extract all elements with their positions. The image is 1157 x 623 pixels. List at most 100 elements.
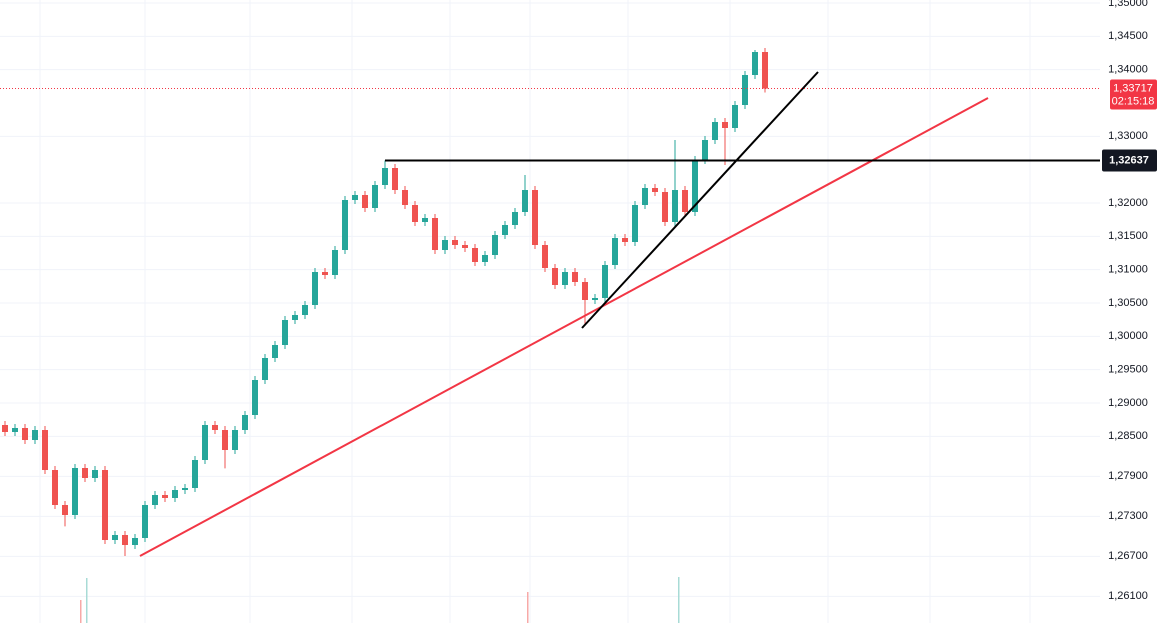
candle-body — [222, 430, 228, 450]
candle-body — [482, 255, 488, 262]
candle-body — [762, 52, 768, 89]
candle-body — [432, 218, 438, 250]
y-tick-label: 1,32000 — [1108, 197, 1148, 209]
grid — [0, 2, 1100, 597]
y-tick-label: 1,30500 — [1108, 297, 1148, 309]
candle-body — [122, 535, 128, 545]
y-tick-label: 1,29000 — [1108, 397, 1148, 409]
candle-body — [212, 425, 218, 430]
candle-body — [392, 168, 398, 190]
candle-body — [702, 140, 708, 160]
candle-body — [372, 185, 378, 208]
candle-body — [602, 265, 608, 298]
y-tick-label: 1,34000 — [1108, 64, 1148, 76]
y-tick-label: 1,27300 — [1108, 510, 1148, 522]
candle-body — [662, 192, 668, 222]
candle-body — [572, 272, 578, 282]
candle-body — [42, 430, 48, 470]
volume — [80, 577, 680, 623]
candle-body — [542, 245, 548, 268]
candle-body — [422, 218, 428, 222]
candle-body — [282, 320, 288, 345]
candle-body — [312, 272, 318, 305]
candle-body — [672, 190, 678, 222]
axis-labels: 1,35000 1,34500 1,34000 1,33000 1,32000 1,315… — [1102, 0, 1157, 602]
last-price-label: 1,33717 — [1113, 82, 1153, 94]
candle-body — [322, 272, 328, 275]
candle-body — [92, 470, 98, 478]
candle-body — [742, 75, 748, 105]
volume-bar — [80, 600, 82, 623]
candle-body — [582, 282, 588, 300]
y-tick-label: 1,29500 — [1108, 364, 1148, 376]
candle-body — [412, 205, 418, 222]
candle-body — [22, 428, 28, 440]
candle-body — [292, 315, 298, 320]
candle-body — [512, 212, 518, 225]
y-tick-label: 1,34500 — [1108, 30, 1148, 42]
candle-body — [522, 190, 528, 212]
candle-body — [682, 190, 688, 212]
candle-body — [752, 52, 758, 75]
candle-body — [82, 468, 88, 478]
candle-body — [102, 470, 108, 540]
candle-body — [142, 505, 148, 538]
candle-body — [112, 535, 118, 540]
candle-body — [192, 460, 198, 488]
candle-body — [62, 505, 68, 515]
candle-body — [472, 248, 478, 262]
vertical-grid — [39, 0, 1031, 623]
candle-body — [232, 430, 238, 450]
last-price-box — [1110, 79, 1157, 110]
drawings — [0, 71, 1100, 557]
candle-body — [642, 188, 648, 205]
candle-body — [562, 272, 568, 285]
candle-body — [502, 225, 508, 235]
candle-body — [352, 195, 358, 200]
candle-body — [132, 538, 138, 545]
y-tick-label: 1,26100 — [1108, 590, 1148, 602]
candle-body — [172, 490, 178, 498]
volume-bar — [527, 592, 529, 623]
candle-body — [622, 238, 628, 242]
candle-body — [242, 415, 248, 430]
candle-body — [52, 470, 58, 505]
candle-body — [732, 105, 738, 128]
y-tick-label: 1,28500 — [1108, 430, 1148, 442]
candle-body — [342, 200, 348, 250]
y-tick-label: 1,33000 — [1108, 130, 1148, 142]
volume-bar — [678, 577, 680, 623]
candle-body — [32, 430, 38, 440]
candle-body — [152, 495, 158, 505]
candle-body — [252, 380, 258, 415]
candle-body — [402, 190, 408, 205]
candle-body — [382, 168, 388, 185]
candle-body — [262, 358, 268, 380]
trendline — [581, 71, 819, 329]
y-tick-label: 1,27900 — [1108, 470, 1148, 482]
candles — [2, 48, 768, 556]
candle-body — [592, 298, 598, 300]
candle-body — [362, 195, 368, 208]
trendline — [139, 97, 989, 557]
candle-body — [462, 245, 468, 248]
candle-body — [182, 488, 188, 490]
volume-bar — [86, 578, 88, 623]
candle-body — [12, 428, 18, 432]
candle-body — [552, 268, 558, 285]
candle-body — [302, 305, 308, 315]
candle-body — [612, 238, 618, 265]
y-tick-label: 1,31000 — [1108, 264, 1148, 276]
y-tick-label: 1,35000 — [1108, 0, 1148, 9]
candle-body — [72, 468, 78, 515]
candle-body — [272, 345, 278, 358]
candle-body — [712, 122, 718, 140]
candle-body — [532, 190, 538, 245]
candle-body — [452, 240, 458, 245]
candle-body — [442, 240, 448, 250]
level-label: 1,32637 — [1109, 154, 1149, 166]
candle-body — [722, 122, 728, 128]
level-label-box — [1102, 149, 1157, 172]
candle-body — [632, 205, 638, 242]
candle-body — [202, 425, 208, 460]
